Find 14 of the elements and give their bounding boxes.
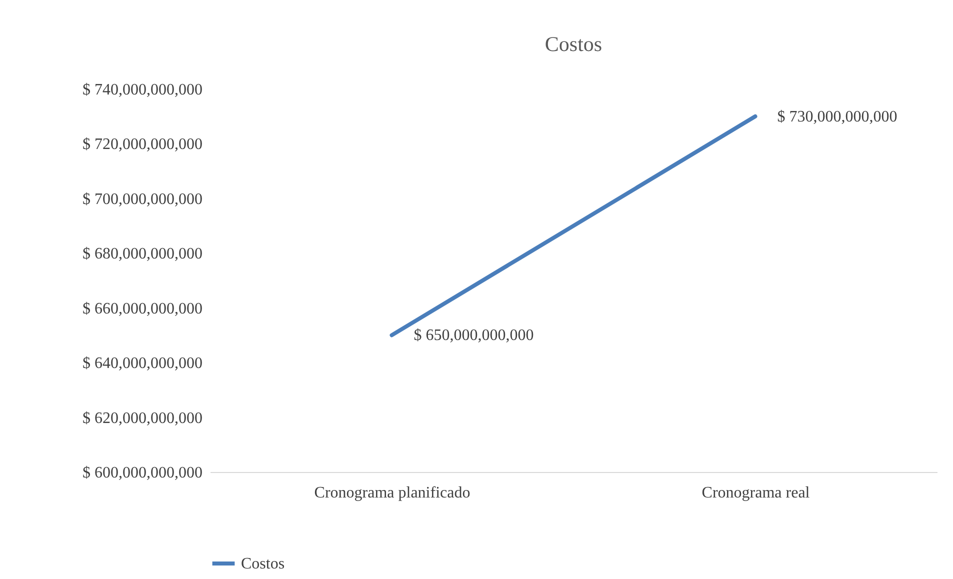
legend-label: Costos xyxy=(241,556,285,572)
y-tick-label: $ 740,000,000,000 xyxy=(82,82,202,98)
y-tick-label: $ 720,000,000,000 xyxy=(82,136,202,154)
y-tick-label: $ 620,000,000,000 xyxy=(82,410,202,427)
y-tick-label: $ 660,000,000,000 xyxy=(82,300,202,318)
x-tick-label: Cronograma real xyxy=(702,484,810,502)
y-tick-label: $ 680,000,000,000 xyxy=(82,246,202,263)
y-tick-label: $ 640,000,000,000 xyxy=(82,355,202,372)
x-tick-label: Cronograma planificado xyxy=(314,484,470,502)
data-label: $ 730,000,000,000 xyxy=(777,108,898,126)
chart-title: Costos xyxy=(544,32,602,56)
y-tick-label: $ 700,000,000,000 xyxy=(82,190,202,208)
data-label: $ 650,000,000,000 xyxy=(414,327,534,344)
y-tick-label: $ 600,000,000,000 xyxy=(82,464,202,482)
